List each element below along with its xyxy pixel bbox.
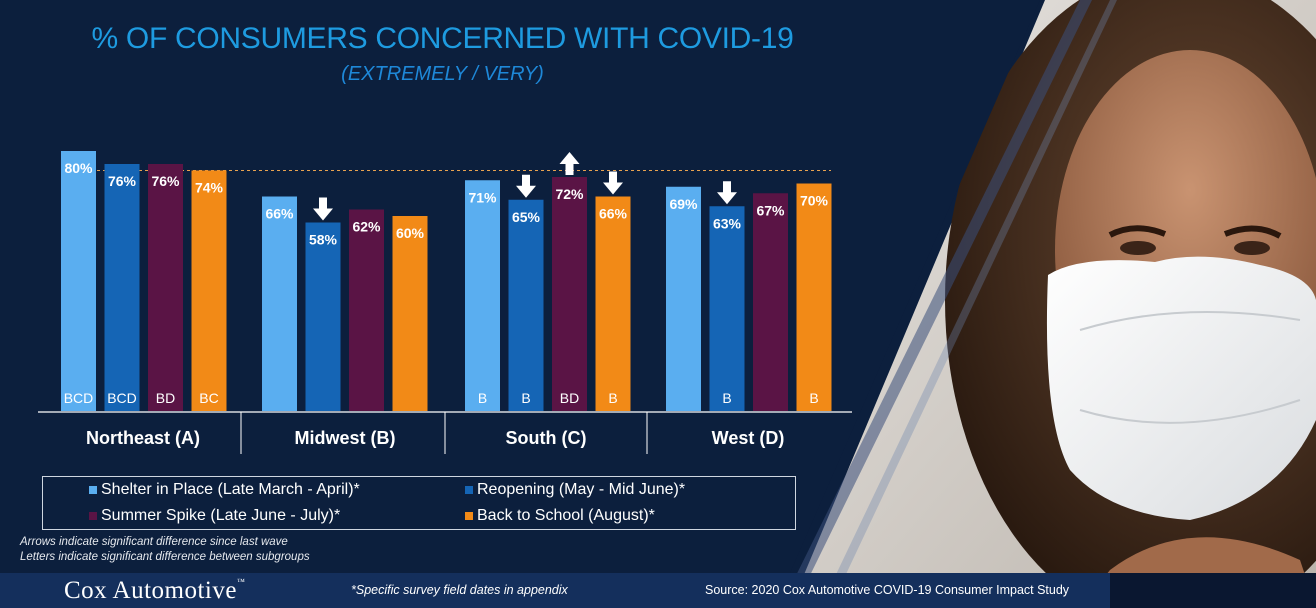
bar-south-c-s3 bbox=[552, 177, 587, 411]
cox-automotive-logo: Cox Automotive™ bbox=[64, 577, 245, 605]
value-label-northeast-a-s3: 76% bbox=[151, 173, 180, 189]
bar-northeast-a-s3 bbox=[148, 164, 183, 411]
bar-midwest-b-s2 bbox=[305, 222, 341, 411]
value-label-south-c-s3: 72% bbox=[555, 186, 584, 202]
bar-west-d-s3 bbox=[753, 193, 788, 411]
chart-title: % OF CONSUMERS CONCERNED WITH COVID-19 bbox=[91, 22, 794, 55]
value-label-west-d-s2: 63% bbox=[713, 215, 742, 231]
value-label-midwest-b-s4: 60% bbox=[396, 225, 425, 241]
bar-south-c-s1 bbox=[465, 180, 500, 411]
legend-item-shelter: Shelter in Place (Late March - April)* bbox=[89, 481, 360, 499]
legend-label-summer: Summer Spike (Late June - July)* bbox=[101, 507, 341, 524]
legend-label-school: Back to School (August)* bbox=[477, 507, 655, 524]
woman-with-mask-photo bbox=[780, 0, 1316, 608]
footer-strip bbox=[0, 573, 1110, 608]
bar-west-d-s2 bbox=[709, 206, 745, 411]
bar-west-d-s1 bbox=[666, 186, 701, 411]
sig-letters-south-c-s1: B bbox=[478, 390, 487, 406]
bar-northeast-a-s2 bbox=[104, 164, 140, 411]
value-label-west-d-s4: 70% bbox=[800, 193, 829, 209]
value-label-west-d-s1: 69% bbox=[669, 196, 698, 212]
sig-letters-west-d-s4: B bbox=[809, 390, 818, 406]
source-note: Source: 2020 Cox Automotive COVID-19 Con… bbox=[705, 583, 1070, 597]
value-label-south-c-s2: 65% bbox=[512, 209, 541, 225]
bar-northeast-a-s1 bbox=[61, 151, 96, 411]
sig-letters-northeast-a-s1: BCD bbox=[64, 390, 94, 406]
value-label-midwest-b-s2: 58% bbox=[309, 232, 338, 248]
chart-subtitle: (EXTREMELY / VERY) bbox=[341, 63, 544, 85]
legend-swatch-summer bbox=[89, 512, 97, 520]
value-label-northeast-a-s2: 76% bbox=[108, 173, 137, 189]
sig-letters-northeast-a-s3: BD bbox=[156, 390, 175, 406]
value-label-south-c-s1: 71% bbox=[468, 189, 497, 205]
legend-label-shelter: Shelter in Place (Late March - April)* bbox=[101, 481, 360, 498]
footer: Cox Automotive™ *Specific survey field d… bbox=[0, 573, 1316, 608]
value-label-south-c-s4: 66% bbox=[599, 206, 628, 222]
value-label-midwest-b-s1: 66% bbox=[265, 206, 294, 222]
category-label-west-d: West (D) bbox=[712, 428, 785, 448]
bar-midwest-b-s3 bbox=[349, 209, 384, 411]
legend-swatch-school bbox=[465, 512, 473, 520]
down-arrow-icon-west-d-s2 bbox=[717, 181, 737, 205]
sig-letters-south-c-s2: B bbox=[521, 390, 530, 406]
down-arrow-icon-south-c-s2 bbox=[516, 174, 536, 198]
down-arrow-icon-south-c-s4 bbox=[603, 171, 623, 195]
legend-swatch-shelter bbox=[89, 486, 97, 494]
logo-text: Cox Automotive bbox=[64, 577, 237, 604]
legend-item-reopening: Reopening (May - Mid June)* bbox=[465, 481, 685, 499]
legend: Shelter in Place (Late March - April)* R… bbox=[42, 476, 796, 530]
bar-west-d-s4 bbox=[796, 183, 832, 411]
category-label-northeast-a: Northeast (A) bbox=[86, 428, 200, 448]
legend-swatch-reopening bbox=[465, 486, 473, 494]
trademark: ™ bbox=[236, 577, 246, 586]
sig-letters-northeast-a-s4: BC bbox=[199, 390, 218, 406]
sig-letters-south-c-s4: B bbox=[608, 390, 617, 406]
sig-letters-northeast-a-s2: BCD bbox=[107, 390, 137, 406]
sig-letters-south-c-s3: BD bbox=[560, 390, 579, 406]
up-arrow-icon-south-c-s3 bbox=[559, 152, 580, 175]
bar-south-c-s4 bbox=[595, 196, 631, 411]
bar-chart: 80% BCD 76% BCD 76% BD 74% BC 66% 58% 62% 60% 71% B 65… bbox=[38, 151, 852, 454]
value-label-midwest-b-s3: 62% bbox=[352, 219, 381, 235]
bar-midwest-b-s1 bbox=[262, 196, 297, 411]
legend-item-summer: Summer Spike (Late June - July)* bbox=[89, 507, 340, 525]
category-label-south-c: South (C) bbox=[506, 428, 587, 448]
category-label-midwest-b: Midwest (B) bbox=[295, 428, 396, 448]
arrows-note: Arrows indicate significant difference s… bbox=[20, 536, 288, 548]
legend-label-reopening: Reopening (May - Mid June)* bbox=[477, 481, 686, 498]
letters-note: Letters indicate significant difference … bbox=[20, 551, 310, 563]
sig-letters-west-d-s2: B bbox=[722, 390, 731, 406]
bar-midwest-b-s4 bbox=[392, 216, 428, 411]
bar-northeast-a-s4 bbox=[191, 170, 227, 411]
value-label-west-d-s3: 67% bbox=[756, 202, 785, 218]
down-arrow-icon-midwest-b-s2 bbox=[313, 197, 333, 221]
field-dates-note: *Specific survey field dates in appendix bbox=[351, 583, 568, 597]
value-label-northeast-a-s4: 74% bbox=[195, 180, 224, 196]
legend-item-school: Back to School (August)* bbox=[465, 507, 655, 525]
bar-south-c-s2 bbox=[508, 199, 544, 411]
value-label-northeast-a-s1: 80% bbox=[64, 160, 93, 176]
